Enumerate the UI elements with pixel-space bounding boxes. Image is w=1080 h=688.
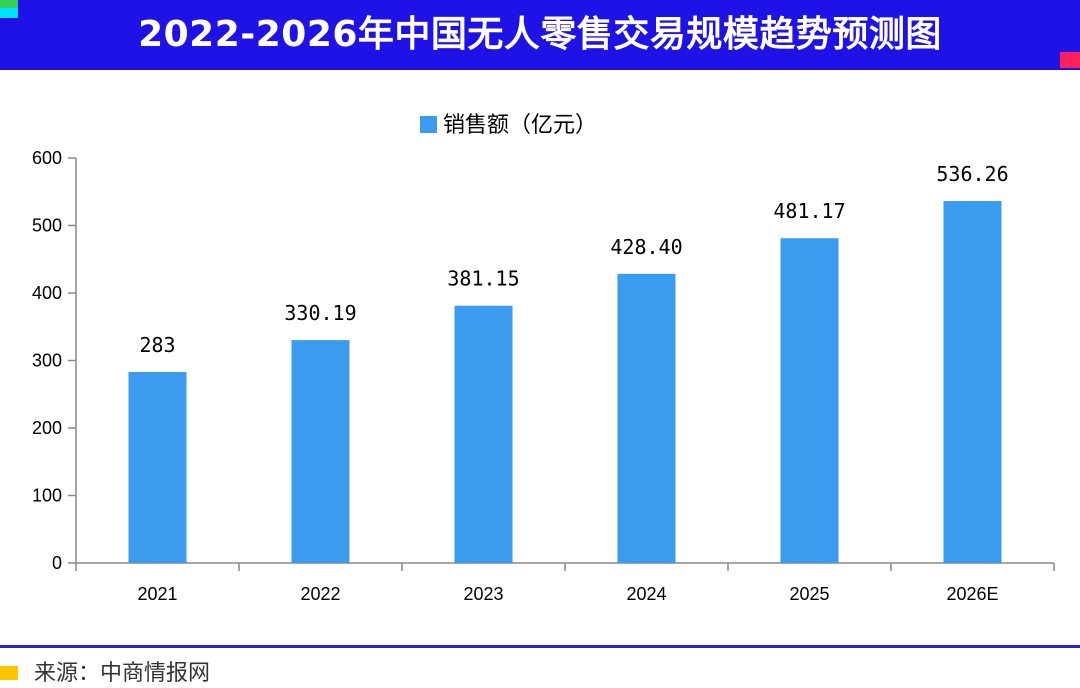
legend-label: 销售额（亿元）: [443, 113, 597, 138]
source-text: 来源：中商情报网: [34, 661, 211, 686]
legend: 销售额（亿元）: [420, 113, 597, 138]
x-tick-label: 2022: [300, 584, 340, 604]
bars: [128, 201, 1002, 563]
data-label: 428.40: [610, 235, 682, 259]
y-tick-label: 400: [32, 283, 62, 303]
corner-accent-cyan: [0, 8, 18, 18]
footer-divider: [0, 645, 1080, 648]
bar: [780, 238, 839, 563]
corner-accent-green: [0, 0, 18, 8]
page-title: 2022-2026年中国无人零售交易规模趋势预测图: [138, 14, 942, 55]
corner-accent-red: [1060, 52, 1080, 68]
y-tick-label: 0: [52, 553, 62, 573]
bar: [291, 340, 350, 563]
data-label: 330.19: [284, 301, 356, 325]
x-tick-label: 2024: [626, 584, 666, 604]
bar-chart: 销售额（亿元） 0 100 200 300 400 500 600 2021 2022 2023…: [32, 113, 1055, 604]
y-tick-label: 300: [32, 351, 62, 371]
bar: [617, 273, 676, 563]
x-tick-label: 2023: [463, 584, 503, 604]
source-marker: [0, 666, 18, 680]
bar: [943, 201, 1002, 563]
legend-swatch: [420, 116, 437, 133]
data-label: 283: [139, 333, 175, 357]
y-tick-label: 500: [32, 216, 62, 236]
data-labels: 283 330.19 381.15 428.40 481.17 536.26: [139, 162, 1008, 357]
y-axis: 0 100 200 300 400 500 600: [32, 148, 77, 573]
y-tick-label: 100: [32, 486, 62, 506]
bar: [454, 305, 513, 563]
y-tick-label: 200: [32, 418, 62, 438]
data-label: 481.17: [773, 199, 845, 223]
title-banner: [0, 0, 1080, 70]
x-axis: 2021 2022 2023 2024 2025 2026E: [75, 562, 1055, 604]
x-tick-label: 2021: [137, 584, 177, 604]
y-tick-label: 600: [32, 148, 62, 168]
data-label: 381.15: [447, 267, 519, 291]
data-label: 536.26: [936, 162, 1008, 186]
bar: [128, 371, 187, 563]
x-tick-label: 2026E: [946, 584, 998, 604]
x-tick-label: 2025: [789, 584, 829, 604]
